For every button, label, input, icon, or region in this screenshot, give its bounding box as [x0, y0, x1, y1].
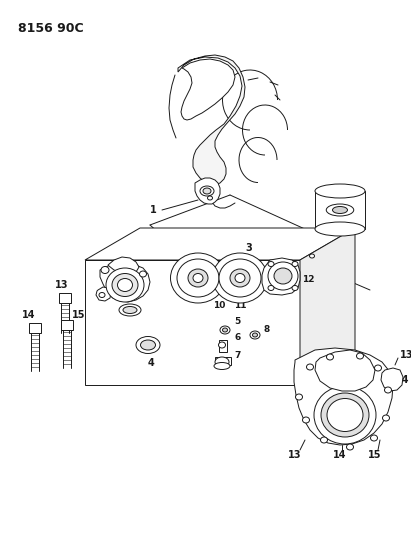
Ellipse shape: [230, 269, 250, 287]
Ellipse shape: [385, 387, 392, 393]
Bar: [85, 260, 300, 385]
Ellipse shape: [307, 364, 314, 370]
Ellipse shape: [274, 268, 292, 284]
Polygon shape: [85, 228, 355, 260]
Ellipse shape: [112, 273, 138, 296]
Ellipse shape: [106, 268, 144, 302]
Ellipse shape: [208, 196, 212, 200]
Ellipse shape: [374, 365, 381, 371]
Polygon shape: [315, 350, 375, 391]
Bar: [215, 357, 231, 365]
Text: 9: 9: [190, 253, 197, 263]
Polygon shape: [195, 178, 220, 204]
Ellipse shape: [309, 254, 314, 258]
Ellipse shape: [219, 342, 226, 348]
Ellipse shape: [326, 354, 333, 360]
Text: 7: 7: [234, 351, 240, 359]
Text: 14: 14: [333, 450, 347, 460]
Ellipse shape: [219, 259, 261, 297]
Ellipse shape: [292, 262, 298, 266]
Ellipse shape: [296, 394, 302, 400]
Text: 1: 1: [150, 205, 157, 215]
Polygon shape: [294, 348, 393, 445]
Ellipse shape: [118, 279, 132, 292]
Ellipse shape: [203, 188, 211, 194]
Polygon shape: [181, 59, 235, 120]
Bar: [61, 320, 73, 330]
Ellipse shape: [268, 262, 298, 290]
Text: 14: 14: [22, 310, 35, 320]
Ellipse shape: [119, 304, 141, 316]
Ellipse shape: [321, 393, 369, 437]
Text: 12: 12: [302, 276, 314, 285]
Ellipse shape: [212, 253, 268, 303]
Ellipse shape: [177, 259, 219, 297]
Ellipse shape: [327, 399, 363, 432]
Bar: [59, 293, 71, 303]
Text: 10: 10: [213, 301, 225, 310]
Text: 8: 8: [263, 326, 269, 335]
Bar: [29, 323, 41, 333]
Ellipse shape: [136, 336, 160, 353]
Ellipse shape: [200, 186, 214, 196]
Text: 2: 2: [310, 235, 317, 245]
Ellipse shape: [252, 333, 258, 337]
Ellipse shape: [101, 266, 109, 273]
Ellipse shape: [315, 184, 365, 198]
Polygon shape: [108, 257, 139, 274]
Ellipse shape: [268, 286, 274, 290]
Polygon shape: [381, 368, 403, 391]
Polygon shape: [262, 258, 300, 295]
Ellipse shape: [314, 386, 376, 444]
Ellipse shape: [302, 417, 309, 423]
Text: 4: 4: [148, 358, 155, 368]
Text: 11: 11: [234, 301, 247, 310]
Text: 5: 5: [234, 318, 240, 327]
Ellipse shape: [222, 328, 228, 332]
Text: 13: 13: [55, 280, 69, 290]
Text: 15: 15: [368, 450, 382, 460]
Ellipse shape: [326, 204, 354, 216]
Ellipse shape: [171, 253, 226, 303]
Ellipse shape: [215, 357, 229, 367]
Ellipse shape: [356, 353, 363, 359]
Text: 13: 13: [288, 450, 302, 460]
Ellipse shape: [220, 326, 230, 334]
Text: 13: 13: [400, 350, 411, 360]
Ellipse shape: [188, 269, 208, 287]
Ellipse shape: [370, 435, 377, 441]
Polygon shape: [178, 55, 245, 185]
Ellipse shape: [139, 271, 146, 277]
Ellipse shape: [99, 293, 105, 297]
Polygon shape: [96, 287, 111, 301]
Text: 6: 6: [234, 334, 240, 343]
Ellipse shape: [315, 222, 365, 236]
Ellipse shape: [321, 437, 328, 443]
Polygon shape: [100, 263, 150, 302]
Ellipse shape: [383, 415, 390, 421]
Ellipse shape: [346, 444, 353, 450]
Ellipse shape: [193, 273, 203, 282]
Text: 8156 90C: 8156 90C: [18, 22, 83, 35]
Bar: [315, 191, 365, 229]
Polygon shape: [300, 228, 355, 385]
Ellipse shape: [250, 331, 260, 339]
Ellipse shape: [141, 340, 155, 350]
Text: 15: 15: [72, 310, 85, 320]
Bar: [219, 340, 227, 352]
Ellipse shape: [332, 206, 347, 214]
Text: 3: 3: [245, 243, 252, 253]
Ellipse shape: [123, 306, 137, 313]
Ellipse shape: [268, 262, 274, 266]
Text: 14: 14: [396, 375, 409, 385]
Ellipse shape: [214, 362, 230, 369]
Ellipse shape: [292, 286, 298, 290]
Ellipse shape: [235, 273, 245, 282]
